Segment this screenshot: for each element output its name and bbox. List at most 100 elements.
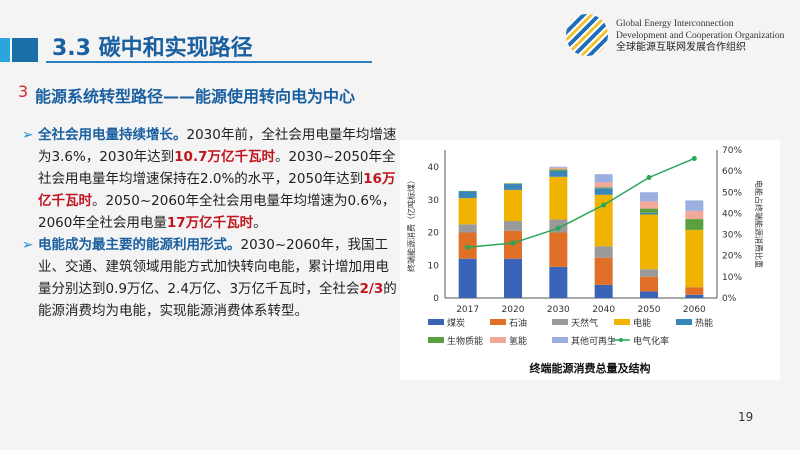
org-name-en-1: Global Energy Interconnection — [616, 19, 734, 29]
line-point — [646, 174, 652, 180]
line-point — [465, 244, 471, 250]
bar-segment — [549, 176, 568, 220]
y2-axis-label: 电能占终端能源消费比重 — [754, 180, 764, 268]
x-tick-label: 2020 — [502, 305, 525, 315]
bar-segment — [458, 224, 477, 233]
bar-segment — [594, 187, 613, 189]
legend-swatch — [614, 319, 630, 325]
text: 。 — [253, 215, 267, 231]
org-name: Global Energy Interconnection Developmen… — [616, 18, 784, 54]
y2-tick-label: 70% — [722, 146, 742, 156]
text: 2030~2060年，我国工业、交通、建筑领域用能方式加快转向电能，累计增加用电… — [38, 237, 389, 297]
bar-segment — [594, 174, 613, 183]
y2-tick-label: 20% — [722, 252, 742, 262]
arrow-bullet-icon: ➢ — [22, 127, 34, 143]
line-point — [601, 202, 607, 208]
legend-label: 热能 — [695, 317, 713, 329]
y2-tick-label: 40% — [722, 209, 742, 219]
bar-segment — [549, 232, 568, 267]
bar-segment — [594, 257, 613, 285]
header-accent-dark — [12, 38, 38, 62]
bar-segment — [640, 276, 658, 292]
y-tick-label: 40 — [428, 163, 440, 173]
highlight: 17万亿千瓦时 — [166, 215, 254, 231]
legend-label: 电气化率 — [633, 335, 669, 347]
paragraph-1: ➢ 全社会用电量持续增长。2030年前，全社会用电量年均增速为3.6%，2030年… — [22, 124, 398, 234]
legend-swatch — [428, 337, 444, 343]
chart-panel: 0 10 20 30 40 0% 10% 20% 30% 40% 50% 60% 70% 终端能源消费（亿… — [400, 140, 780, 380]
line-point — [555, 225, 561, 231]
x-tick-label: 2050 — [638, 305, 661, 315]
legend-label: 电能 — [633, 317, 651, 329]
bar-segment — [458, 198, 477, 225]
arrow-bullet-icon: ➢ — [22, 237, 34, 253]
bar-segment — [685, 219, 704, 230]
lead: 全社会用电量持续增长。 — [38, 127, 187, 143]
section-number: 3 — [18, 82, 29, 101]
geidco-logo-icon — [566, 14, 608, 56]
bar-segment — [549, 169, 568, 171]
legend-label: 其他可再生 — [571, 335, 616, 347]
bar-segment — [549, 266, 568, 298]
text: 的能源消费均为电能，实现能源消费体系转型。 — [38, 281, 397, 319]
section-title: 能源系统转型路径——能源使用转向电为中心 — [35, 87, 356, 106]
bar-segment — [640, 208, 658, 213]
x-tick-label: 2040 — [592, 305, 615, 315]
legend-label: 生物质能 — [447, 335, 483, 347]
bar-segment — [640, 291, 658, 298]
y2-tick-label: 30% — [722, 231, 742, 241]
legend-swatch — [490, 319, 506, 325]
line-point — [691, 155, 697, 161]
x-tick-label: 2060 — [683, 305, 706, 315]
legend-swatch — [676, 319, 692, 325]
page-title: 3.3 碳中和实现路径 — [52, 36, 253, 61]
legend-label: 煤炭 — [447, 317, 465, 329]
text: 2030年前，全社会用电量年均增速为3.6%，2030年达到 — [38, 127, 397, 165]
y-axis-label: 终端能源消费（亿吨标煤） — [406, 176, 416, 272]
y2-tick-label: 50% — [722, 188, 742, 198]
bar-segment — [685, 200, 704, 211]
text: 。2050~2060年全社会用电量年均增速为0.6%，2060年全社会用电量 — [38, 193, 396, 231]
bar-segment — [458, 190, 477, 192]
lead: 电能成为最主要的能源利用形式。 — [38, 237, 241, 253]
header-accent-light — [0, 38, 10, 62]
bar-segment — [640, 192, 658, 202]
highlight: 2/3 — [359, 281, 384, 297]
bar-segment — [549, 166, 568, 168]
bar-segment — [640, 269, 658, 277]
highlight: 10.7万亿千瓦时 — [174, 149, 275, 165]
legend-swatch — [428, 319, 444, 325]
legend-marker — [619, 338, 623, 342]
energy-consumption-chart: 0102030400%10%20%30%40%50%60%70%终端能源消费（亿… — [406, 146, 764, 375]
legend-label: 天然气 — [571, 317, 598, 329]
bar-segment — [640, 201, 658, 209]
bar-segment — [640, 212, 658, 215]
electrification-line — [467, 157, 695, 249]
page-number: 19 — [738, 410, 754, 424]
bar-segment — [504, 184, 522, 190]
y-tick-label: 20 — [428, 229, 440, 239]
paragraph-2: ➢ 电能成为最主要的能源利用形式。2030~2060年，我国工业、交通、建筑领域用… — [22, 234, 398, 322]
x-tick-label: 2030 — [547, 305, 570, 315]
bar-segment — [594, 182, 613, 188]
bar-segment — [504, 258, 522, 298]
bar-segment — [685, 287, 704, 295]
body-text: ➢ 全社会用电量持续增长。2030年前，全社会用电量年均增速为3.6%，2030年… — [22, 124, 398, 322]
bar-segment — [594, 284, 613, 298]
legend-label: 氢能 — [509, 335, 527, 347]
x-tick-label: 2017 — [456, 305, 479, 315]
line-point — [510, 240, 516, 246]
y2-tick-label: 0% — [722, 294, 737, 304]
bar-segment — [504, 221, 522, 231]
title-divider — [46, 61, 372, 63]
org-name-cn: 全球能源互联网发展合作组织 — [616, 42, 746, 53]
bar-segment — [504, 189, 522, 222]
org-name-en-2: Development and Cooperation Organization — [616, 31, 785, 41]
bar-segment — [504, 183, 522, 185]
legend-label: 石油 — [509, 317, 527, 329]
bar-segment — [640, 214, 658, 270]
y2-tick-label: 60% — [722, 167, 742, 177]
y-tick-label: 10 — [428, 261, 440, 271]
bar-segment — [594, 246, 613, 258]
bar-segment — [594, 188, 613, 195]
